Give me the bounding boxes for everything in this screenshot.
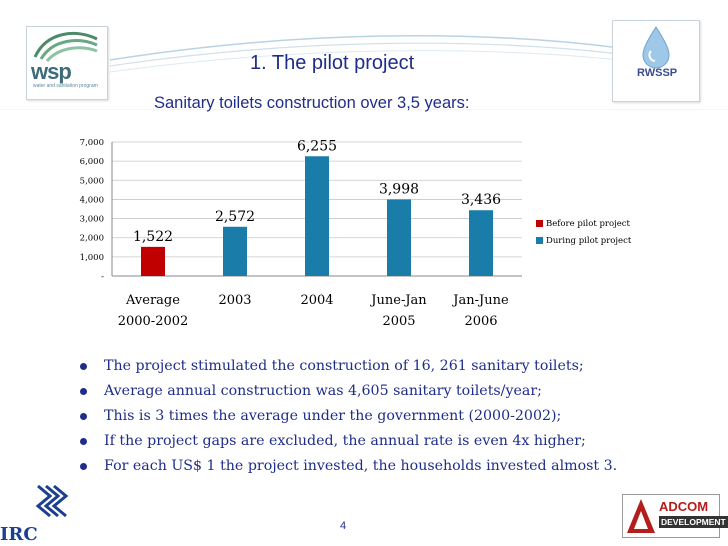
- x-tick-label: 2006: [464, 314, 497, 329]
- y-tick-label: 3,000: [80, 215, 104, 225]
- water-drop-icon: [642, 26, 670, 69]
- adcom-logo-subtext: DEVELOPMENT: [659, 516, 728, 528]
- bar: [469, 210, 493, 276]
- y-tick-label: 2,000: [80, 234, 104, 244]
- y-tick-label: -: [101, 272, 104, 282]
- bullet-item: This is 3 times the average under the go…: [78, 404, 617, 429]
- bullet-dot-icon: [80, 463, 87, 470]
- x-tick-label: Average: [125, 293, 180, 308]
- bullet-dot-icon: [80, 413, 87, 420]
- bullet-dot-icon: [80, 438, 87, 445]
- page-number: 4: [340, 520, 347, 532]
- irc-logo-text: IRC: [0, 524, 38, 545]
- x-tick-label: Jan-June: [451, 293, 509, 308]
- y-tick-label: 6,000: [80, 157, 104, 167]
- legend-swatch: [536, 237, 543, 244]
- data-label: 3,436: [461, 192, 501, 208]
- header-swoosh: [0, 34, 728, 110]
- bullet-text: This is 3 times the average under the go…: [104, 408, 562, 424]
- bullet-item: If the project gaps are excluded, the an…: [78, 429, 617, 454]
- data-label: 1,522: [133, 229, 173, 245]
- x-tick-label: 2000-2002: [118, 314, 189, 329]
- adcom-logo-text: ADCOM: [659, 499, 709, 514]
- x-tick-label: June-Jan: [369, 293, 427, 308]
- bullet-text: Average annual construction was 4,605 sa…: [104, 383, 542, 399]
- irc-waves-icon: [35, 484, 69, 518]
- bullet-item: For each US$ 1 the project invested, the…: [78, 454, 617, 479]
- adcom-logo: ADCOM DEVELOPMENT: [622, 494, 728, 538]
- bullet-dot-icon: [80, 363, 87, 370]
- y-tick-label: 4,000: [80, 195, 104, 205]
- legend-label: During pilot project: [546, 236, 632, 246]
- bullet-dot-icon: [80, 388, 87, 395]
- bar: [223, 226, 247, 276]
- adcom-triangle-icon: [627, 499, 655, 533]
- irc-logo: IRC: [0, 480, 80, 546]
- legend-swatch: [536, 220, 543, 227]
- wsp-logo-text: wsp: [31, 59, 72, 84]
- y-tick-label: 1,000: [80, 253, 104, 263]
- bar: [387, 199, 411, 276]
- wsp-logo: wsp water and sanitation program: [26, 26, 108, 100]
- x-tick-label: 2004: [300, 293, 333, 308]
- bar-chart: - 1,000 2,000 3,000 4,000 5,000 6,000 7,000 1,52…: [80, 138, 632, 329]
- bullet-item: Average annual construction was 4,605 sa…: [78, 379, 617, 404]
- slide-title: 1. The pilot project: [250, 52, 415, 74]
- bullet-item: The project stimulated the construction …: [78, 354, 617, 379]
- bar: [305, 156, 329, 276]
- x-tick-label: 2003: [218, 293, 251, 308]
- wave-icon: [33, 32, 98, 63]
- data-label: 3,998: [379, 181, 419, 197]
- wsp-logo-subtext: water and sanitation program: [33, 83, 98, 89]
- rwssp-logo-text: RWSSP: [637, 67, 678, 79]
- bullet-list: The project stimulated the construction …: [78, 354, 617, 479]
- rwssp-logo: RWSSP: [612, 20, 700, 102]
- y-tick-label: 5,000: [80, 176, 104, 186]
- legend-label: Before pilot project: [546, 219, 630, 229]
- slide-subtitle: Sanitary toilets construction over 3,5 y…: [154, 94, 470, 112]
- data-label: 2,572: [215, 209, 255, 225]
- bullet-text: The project stimulated the construction …: [104, 358, 584, 374]
- y-tick-label: 7,000: [80, 138, 104, 148]
- bullet-text: For each US$ 1 the project invested, the…: [104, 458, 618, 474]
- data-label: 6,255: [297, 138, 337, 154]
- bullet-text: If the project gaps are excluded, the an…: [104, 433, 586, 449]
- x-tick-label: 2005: [382, 314, 415, 329]
- bar: [141, 246, 165, 276]
